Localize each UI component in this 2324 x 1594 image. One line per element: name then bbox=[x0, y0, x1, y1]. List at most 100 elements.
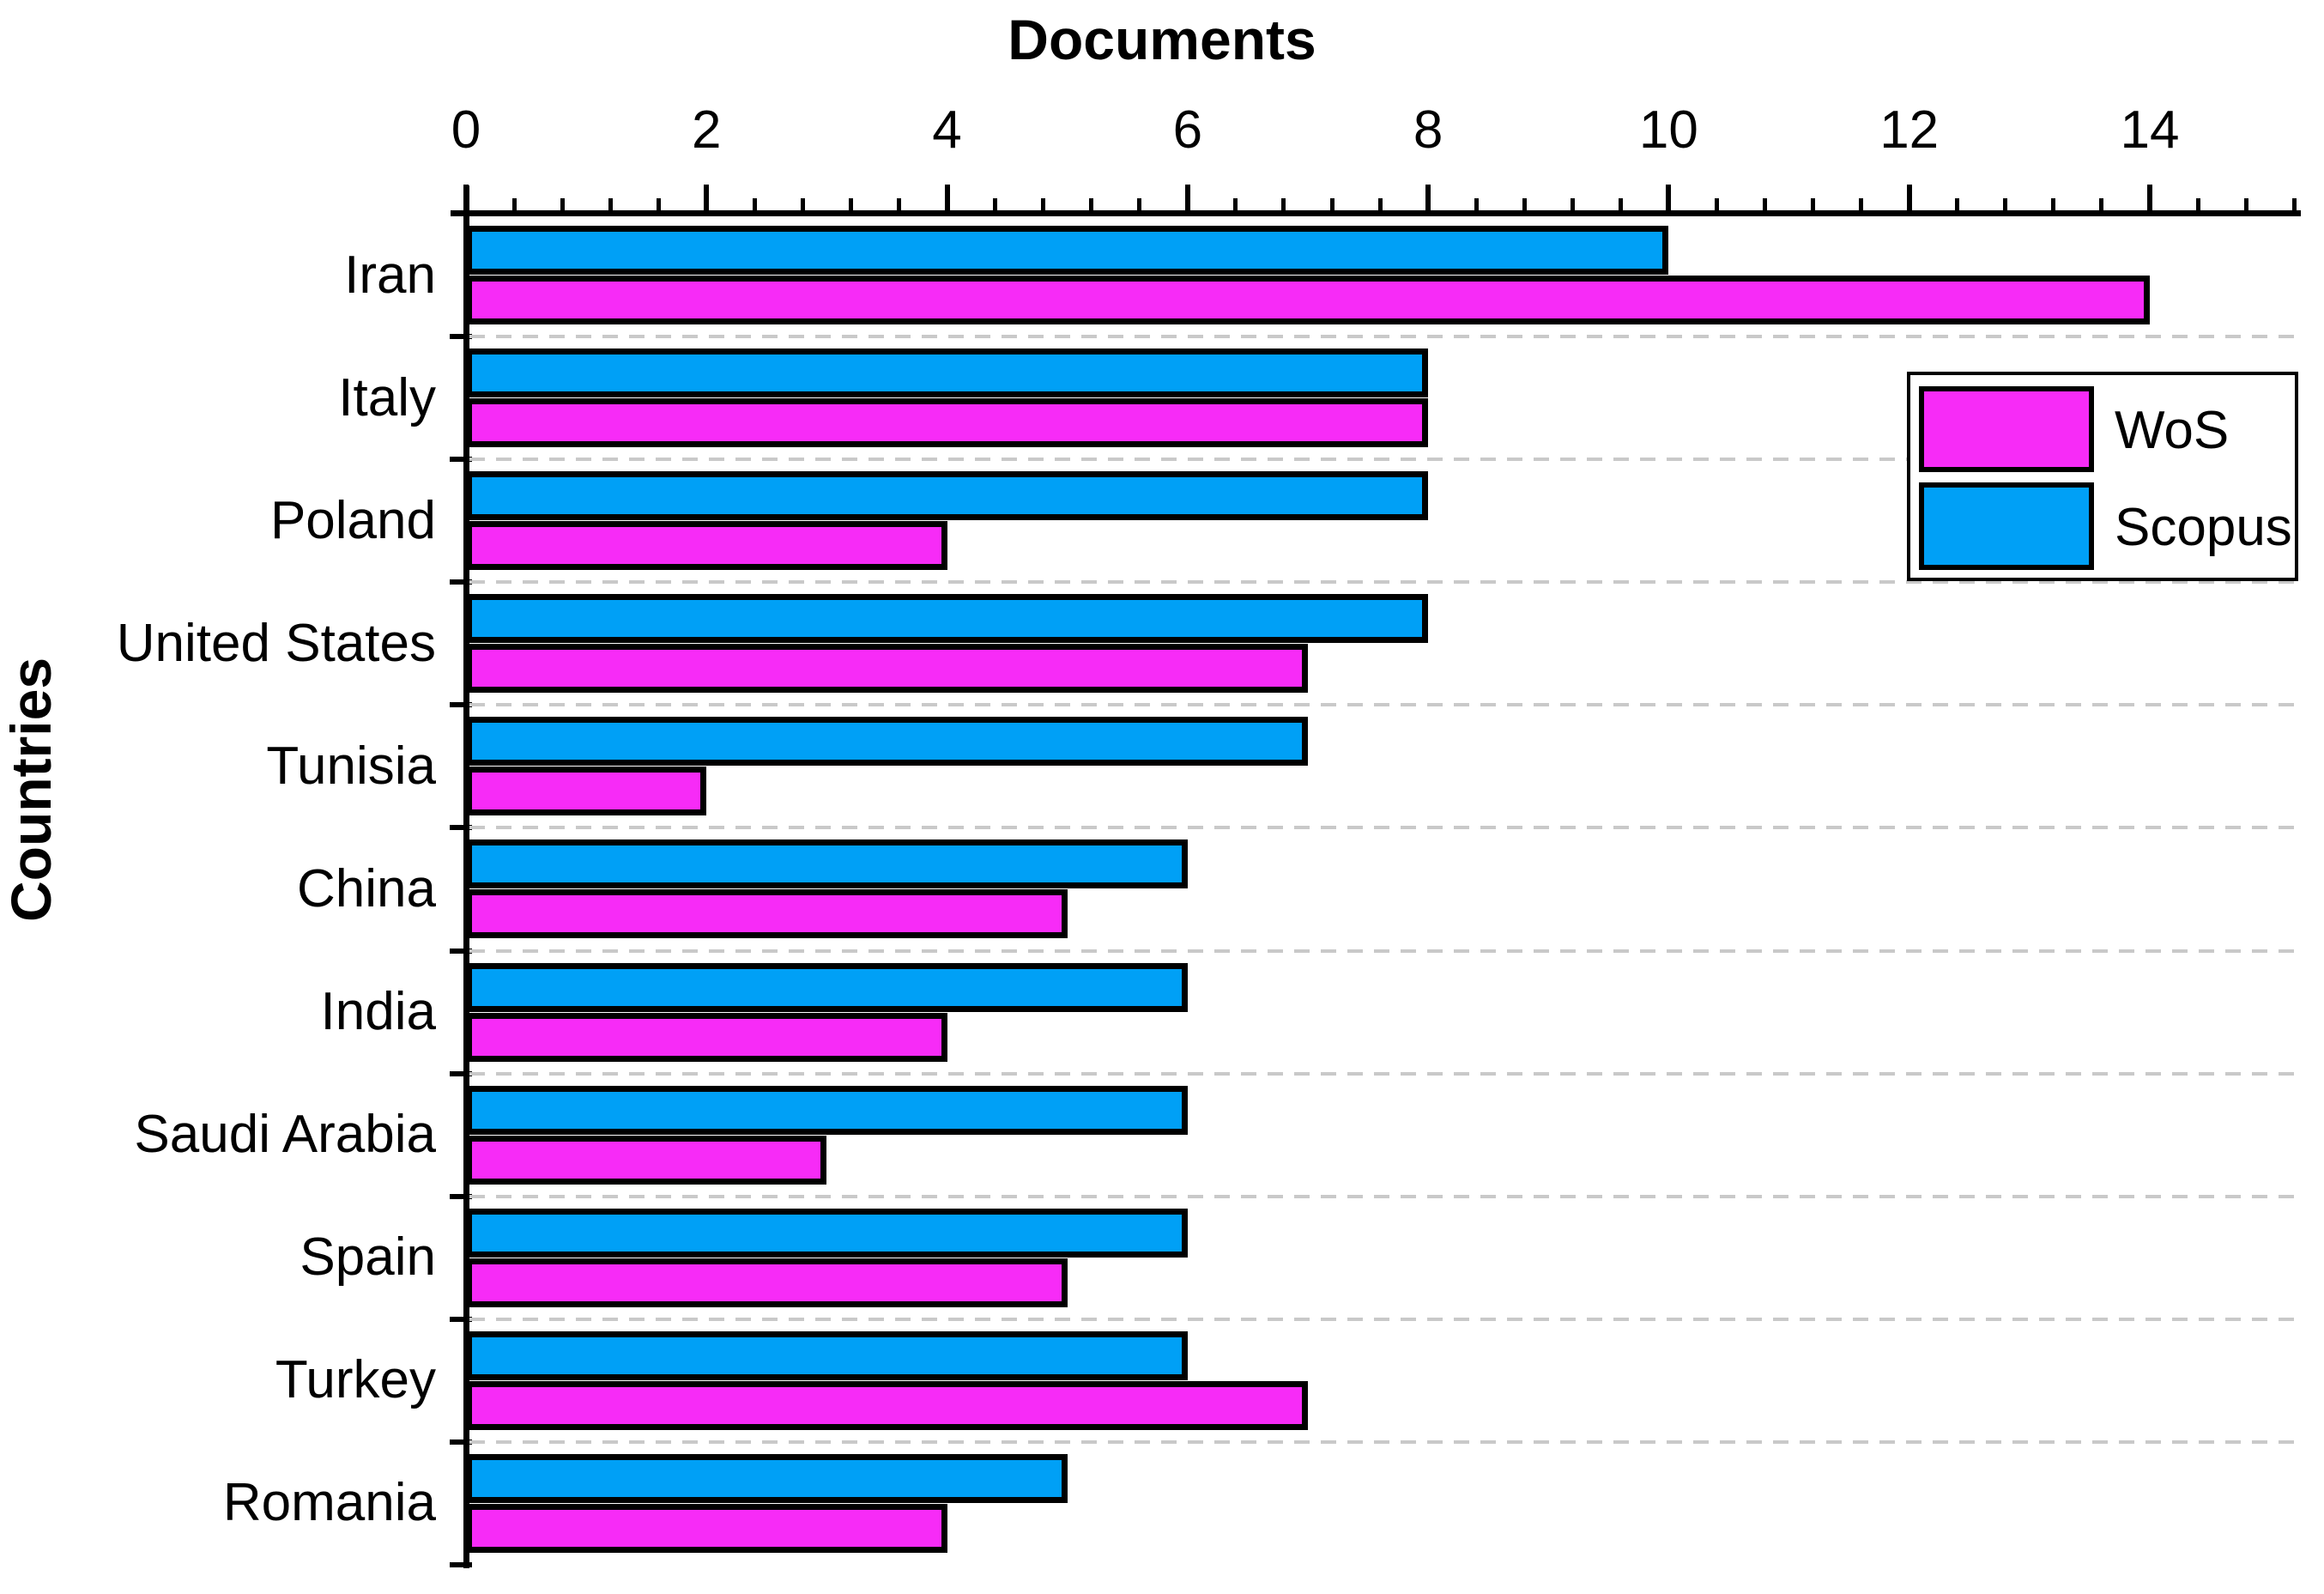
y-axis-end-tick bbox=[450, 1561, 472, 1567]
x-minor-tick bbox=[2243, 198, 2248, 213]
bar-scopus-spain bbox=[466, 1208, 1188, 1258]
x-minor-tick bbox=[1859, 198, 1864, 213]
bar-scopus-united-states bbox=[466, 594, 1429, 644]
bar-wos-united-states bbox=[466, 644, 1308, 694]
x-tick-label: 10 bbox=[1638, 100, 1698, 160]
category-label: Tunisia bbox=[266, 736, 436, 796]
category-label: India bbox=[320, 982, 436, 1042]
y-axis-boundary-tick bbox=[450, 702, 472, 708]
x-minor-tick bbox=[1089, 198, 1094, 213]
y-axis-boundary-tick bbox=[450, 1439, 472, 1445]
x-minor-tick bbox=[1763, 198, 1767, 213]
x-minor-tick bbox=[560, 198, 565, 213]
bar-scopus-italy bbox=[466, 348, 1429, 398]
gridline bbox=[469, 1194, 2301, 1198]
bar-wos-turkey bbox=[466, 1380, 1308, 1430]
y-axis-boundary-tick bbox=[450, 948, 472, 954]
x-major-tick bbox=[2146, 185, 2152, 213]
category-label: Spain bbox=[300, 1227, 436, 1288]
y-axis-boundary-tick bbox=[450, 579, 472, 585]
bar-wos-china bbox=[466, 889, 1068, 939]
gridline bbox=[469, 703, 2301, 707]
x-minor-tick bbox=[1281, 198, 1286, 213]
x-major-tick bbox=[944, 185, 950, 213]
x-minor-tick bbox=[800, 198, 805, 213]
x-minor-tick bbox=[1233, 198, 1238, 213]
gridline bbox=[469, 1439, 2301, 1444]
y-axis-boundary-tick bbox=[450, 825, 472, 831]
x-minor-tick bbox=[1522, 198, 1527, 213]
x-minor-tick bbox=[2051, 198, 2056, 213]
bar-scopus-india bbox=[466, 962, 1188, 1012]
x-tick-label: 0 bbox=[451, 100, 481, 160]
x-minor-tick bbox=[2291, 198, 2297, 213]
category-label: Turkey bbox=[275, 1350, 436, 1410]
x-minor-tick bbox=[2195, 198, 2200, 213]
bar-scopus-poland bbox=[466, 471, 1429, 521]
bar-scopus-turkey bbox=[466, 1330, 1188, 1380]
x-tick-label: 8 bbox=[1413, 100, 1443, 160]
x-minor-tick bbox=[1329, 198, 1334, 213]
x-minor-tick bbox=[1377, 198, 1383, 213]
bar-wos-tunisia bbox=[466, 767, 707, 816]
x-major-tick bbox=[1184, 185, 1190, 213]
x-axis-line bbox=[451, 210, 2301, 216]
x-minor-tick bbox=[2003, 198, 2008, 213]
x-minor-tick bbox=[1811, 198, 1816, 213]
x-minor-tick bbox=[1474, 198, 1479, 213]
legend-label-scopus: Scopus bbox=[2115, 498, 2292, 557]
legend-swatch-scopus bbox=[1919, 482, 2094, 570]
gridline bbox=[469, 826, 2301, 830]
x-minor-tick bbox=[1955, 198, 1960, 213]
bar-scopus-saudi-arabia bbox=[466, 1085, 1188, 1135]
x-minor-tick bbox=[608, 198, 613, 213]
legend-box: WoS Scopus bbox=[1907, 372, 2298, 581]
bar-wos-spain bbox=[466, 1258, 1068, 1307]
category-label: Iran bbox=[344, 245, 436, 305]
y-axis-boundary-tick bbox=[450, 334, 472, 340]
x-major-tick bbox=[1425, 185, 1431, 213]
y-axis-boundary-tick bbox=[450, 1316, 472, 1322]
x-minor-tick bbox=[1137, 198, 1142, 213]
bar-wos-poland bbox=[466, 521, 947, 571]
x-minor-tick bbox=[1618, 198, 1623, 213]
x-minor-tick bbox=[2099, 198, 2104, 213]
x-tick-label: 2 bbox=[692, 100, 722, 160]
category-label: Romania bbox=[222, 1473, 436, 1533]
x-minor-tick bbox=[511, 198, 517, 213]
x-minor-tick bbox=[1714, 198, 1719, 213]
x-axis-title: Documents bbox=[0, 7, 2324, 72]
x-major-tick bbox=[704, 185, 710, 213]
gridline bbox=[469, 580, 2301, 585]
bar-wos-india bbox=[466, 1012, 947, 1062]
x-major-tick bbox=[1906, 185, 1912, 213]
x-minor-tick bbox=[1570, 198, 1575, 213]
bar-wos-saudi-arabia bbox=[466, 1135, 827, 1185]
gridline bbox=[469, 458, 2301, 462]
gridline bbox=[469, 1317, 2301, 1321]
legend-swatch-wos bbox=[1919, 386, 2094, 472]
gridline bbox=[469, 335, 2301, 339]
x-tick-label: 6 bbox=[1172, 100, 1203, 160]
category-label: Poland bbox=[269, 490, 436, 550]
y-axis-boundary-tick bbox=[450, 457, 472, 463]
category-label: China bbox=[297, 858, 436, 918]
x-minor-tick bbox=[656, 198, 661, 213]
category-label: United States bbox=[116, 613, 436, 673]
x-major-tick bbox=[1666, 185, 1672, 213]
x-tick-label: 12 bbox=[1879, 100, 1940, 160]
gridline bbox=[469, 949, 2301, 953]
x-axis-title-text: Documents bbox=[1008, 8, 1316, 71]
gridline bbox=[469, 1071, 2301, 1076]
legend-label-wos: WoS bbox=[2115, 401, 2230, 460]
y-axis-boundary-tick bbox=[450, 1070, 472, 1076]
x-minor-tick bbox=[752, 198, 757, 213]
x-minor-tick bbox=[848, 198, 853, 213]
y-axis-boundary-tick bbox=[450, 1193, 472, 1199]
x-major-tick bbox=[463, 185, 469, 213]
x-tick-label: 4 bbox=[932, 100, 962, 160]
category-label: Saudi Arabia bbox=[134, 1105, 436, 1165]
bar-wos-iran bbox=[466, 276, 2150, 324]
x-minor-tick bbox=[993, 198, 998, 213]
category-label: Italy bbox=[338, 367, 436, 427]
